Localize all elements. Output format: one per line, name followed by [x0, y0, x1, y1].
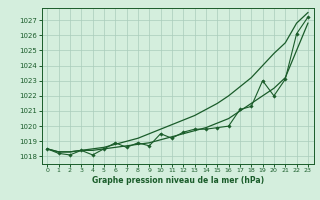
X-axis label: Graphe pression niveau de la mer (hPa): Graphe pression niveau de la mer (hPa): [92, 176, 264, 185]
